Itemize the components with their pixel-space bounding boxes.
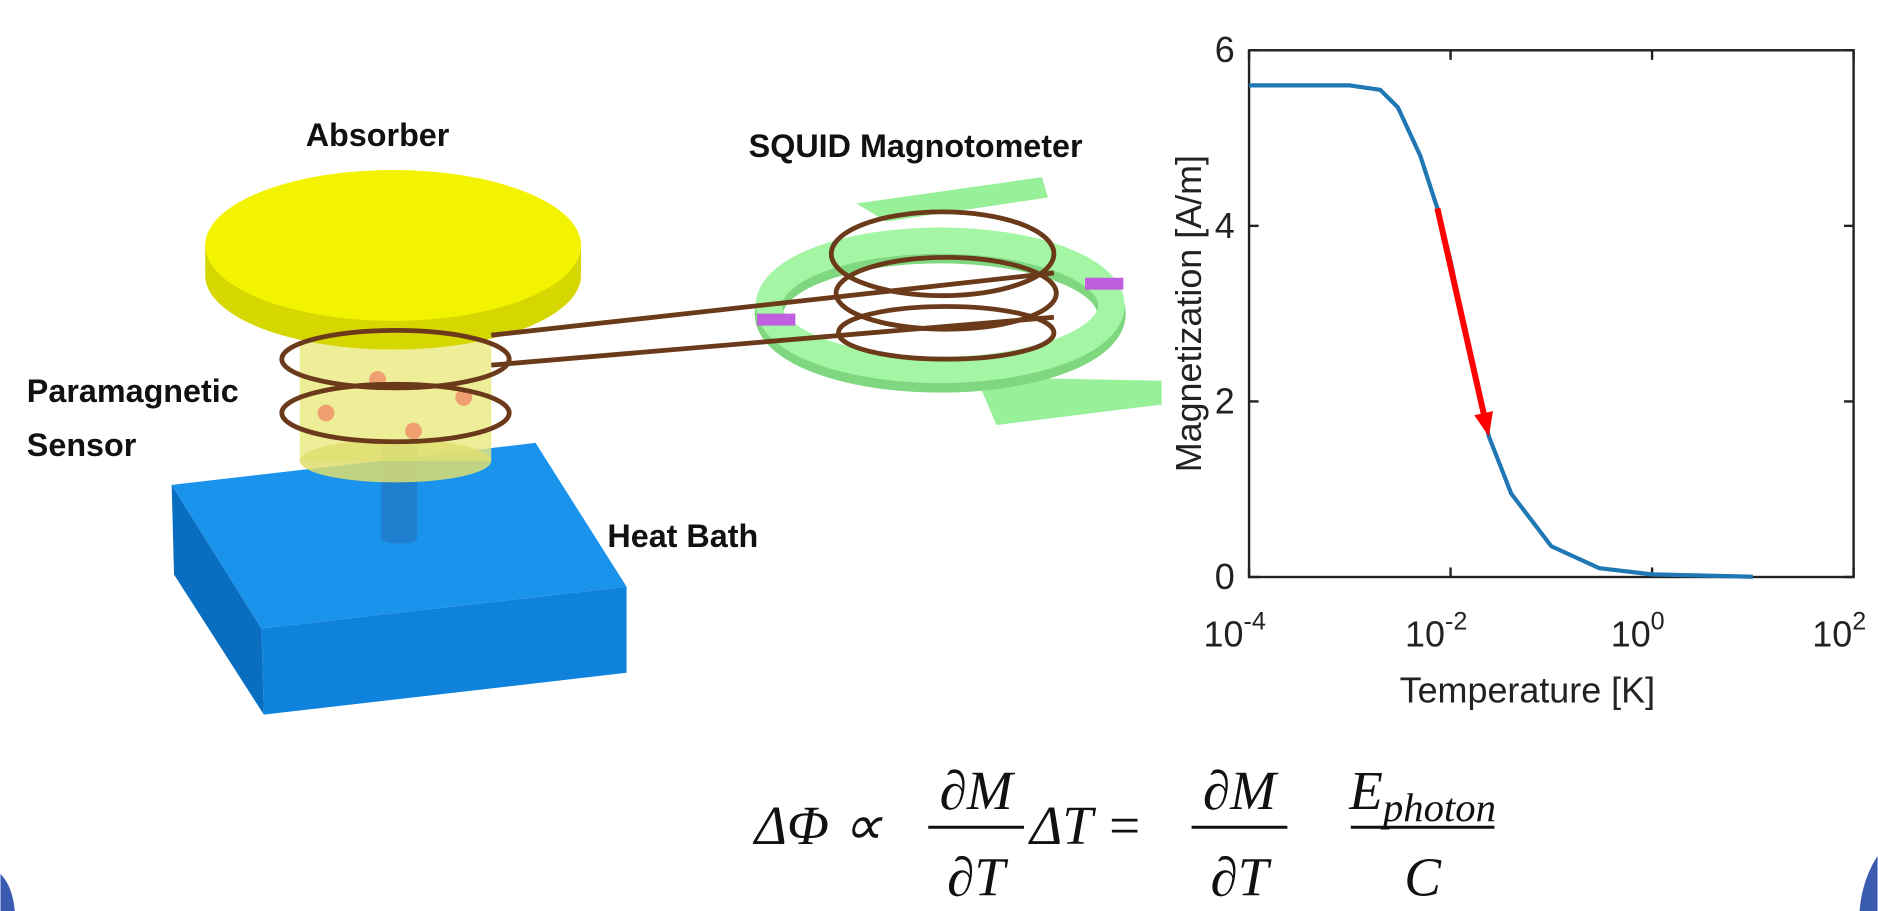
x-tick-label: 10-4 [1204, 608, 1266, 655]
equation-text: C [1404, 846, 1442, 907]
equation-text: ∂T [947, 846, 1008, 907]
x-tick-exponent: -2 [1445, 608, 1467, 636]
x-axis-label: Temperature [K] [1400, 670, 1655, 711]
y-tick-label: 4 [1215, 205, 1235, 246]
equation-text: ∂M [940, 760, 1016, 821]
x-tick-label: 10 [1812, 613, 1852, 654]
equation-text: Ephoton [1348, 760, 1496, 830]
arrow [1437, 208, 1483, 413]
plot-frame [1249, 50, 1854, 577]
label: SQUID Magnotometer [749, 128, 1083, 164]
x-tick-label: 102 [1812, 608, 1866, 655]
x-tick-label: 10-2 [1405, 608, 1467, 655]
x-tick-label: 10 [1405, 613, 1445, 654]
arrow-head [1474, 411, 1493, 436]
x-tick-label: 10 [1204, 613, 1244, 654]
sensor [300, 341, 492, 482]
y-axis-label: Magnetization [A/m] [1168, 155, 1209, 472]
y-tick-label: 2 [1215, 380, 1235, 421]
corner-decoration [1860, 856, 1878, 911]
equation-text: ∂M [1203, 760, 1279, 821]
equation-text: photon [1380, 785, 1496, 830]
label: Sensor [27, 427, 137, 463]
corner-decoration [0, 874, 14, 911]
x-tick-exponent: -4 [1243, 608, 1265, 636]
equation-text: E [1348, 760, 1383, 821]
line-series [1249, 85, 1753, 576]
label: Absorber [306, 117, 450, 153]
equation-text: ΔT = [1028, 795, 1143, 856]
x-tick-exponent: 0 [1651, 608, 1665, 636]
x-tick-exponent: 2 [1852, 608, 1866, 636]
x-tick-label: 10 [1611, 613, 1651, 654]
equation: ΔΦ ∝ ∂M ∂T ΔT = ∂M ∂T Ephoton C [753, 760, 1496, 907]
figure: Absorber SQUID Magnotometer Paramagnetic… [0, 0, 1878, 911]
heat-bath [172, 443, 627, 715]
label: Heat Bath [607, 518, 758, 554]
equation-text: ∂T [1211, 846, 1272, 907]
equation-text: ΔΦ ∝ [753, 795, 884, 856]
y-tick-label: 6 [1215, 29, 1235, 70]
y-tick-label: 0 [1215, 556, 1235, 597]
absorber [205, 170, 581, 350]
label: Paramagnetic [27, 373, 239, 409]
x-tick-label: 100 [1611, 608, 1665, 655]
